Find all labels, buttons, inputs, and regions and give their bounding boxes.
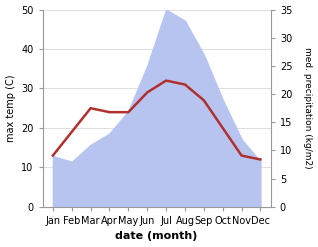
Y-axis label: max temp (C): max temp (C)	[5, 74, 16, 142]
X-axis label: date (month): date (month)	[115, 231, 198, 242]
Y-axis label: med. precipitation (kg/m2): med. precipitation (kg/m2)	[303, 47, 313, 169]
